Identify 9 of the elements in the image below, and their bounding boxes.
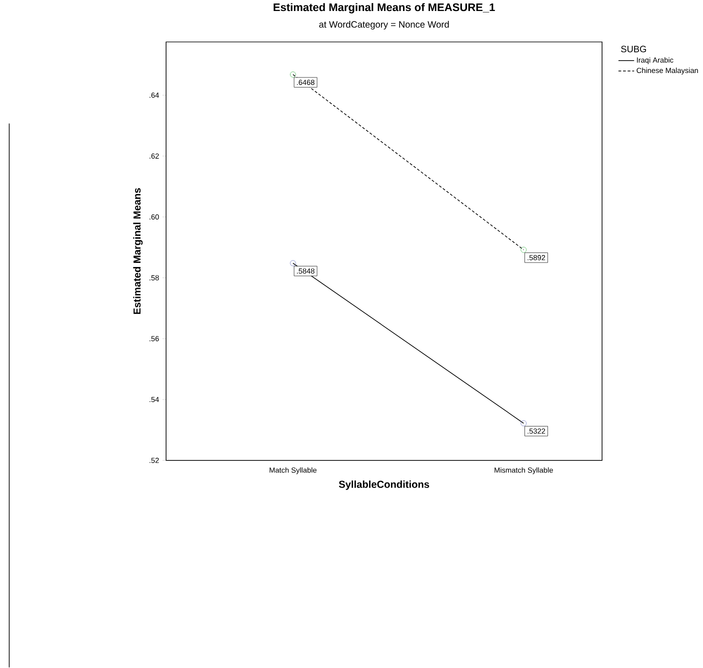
x-axis-title: SyllableConditions <box>338 480 430 490</box>
chart-subtitle: at WordCategory = Nonce Word <box>319 21 449 30</box>
point <box>520 420 527 426</box>
y-axis-title: Estimated Marginal Means <box>133 188 143 314</box>
point <box>290 260 296 266</box>
chart-title: Estimated Marginal Means of MEASURE_1 <box>274 3 495 14</box>
point <box>520 246 527 253</box>
point <box>290 72 296 78</box>
legend-title: SUBG <box>621 46 646 52</box>
